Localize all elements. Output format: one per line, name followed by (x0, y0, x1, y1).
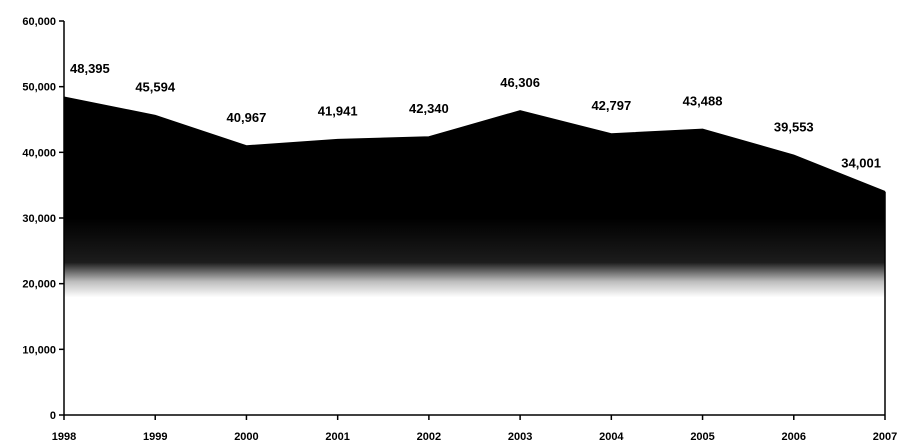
data-label: 42,797 (591, 98, 631, 113)
area-outline (63, 96, 886, 193)
y-tick-label: 10,000 (22, 344, 56, 356)
x-tick-label: 2007 (873, 431, 897, 443)
y-tick-label: 40,000 (22, 147, 56, 159)
data-label: 46,306 (500, 75, 540, 90)
plot-area: 0 10,000 20,000 30,000 40,000 50,000 60,000 199… (22, 16, 897, 443)
x-tick-label: 2006 (782, 431, 806, 443)
x-tick-label: 2005 (690, 431, 714, 443)
data-label: 41,941 (318, 104, 358, 119)
y-tick-label: 50,000 (22, 82, 56, 94)
x-tick-label: 1998 (52, 431, 76, 443)
y-tick-label: 30,000 (22, 213, 56, 225)
area-series (64, 97, 885, 415)
data-label: 43,488 (683, 93, 723, 108)
x-tick-label: 2003 (508, 431, 532, 443)
data-label: 39,553 (774, 119, 814, 134)
data-label: 40,967 (227, 110, 267, 125)
x-tick-label: 2000 (234, 431, 258, 443)
x-tick-label: 2002 (417, 431, 441, 443)
y-tick-label: 60,000 (22, 16, 56, 28)
x-tick-label: 1999 (143, 431, 167, 443)
x-tick-label: 2004 (599, 431, 624, 443)
x-tick-label: 2001 (325, 431, 349, 443)
y-tick-label: 20,000 (22, 279, 56, 291)
y-tick-label: 0 (50, 410, 56, 422)
data-label: 42,340 (409, 101, 449, 116)
data-label: 45,594 (135, 80, 176, 95)
data-label: 48,395 (70, 61, 110, 76)
data-label: 34,001 (841, 156, 881, 171)
